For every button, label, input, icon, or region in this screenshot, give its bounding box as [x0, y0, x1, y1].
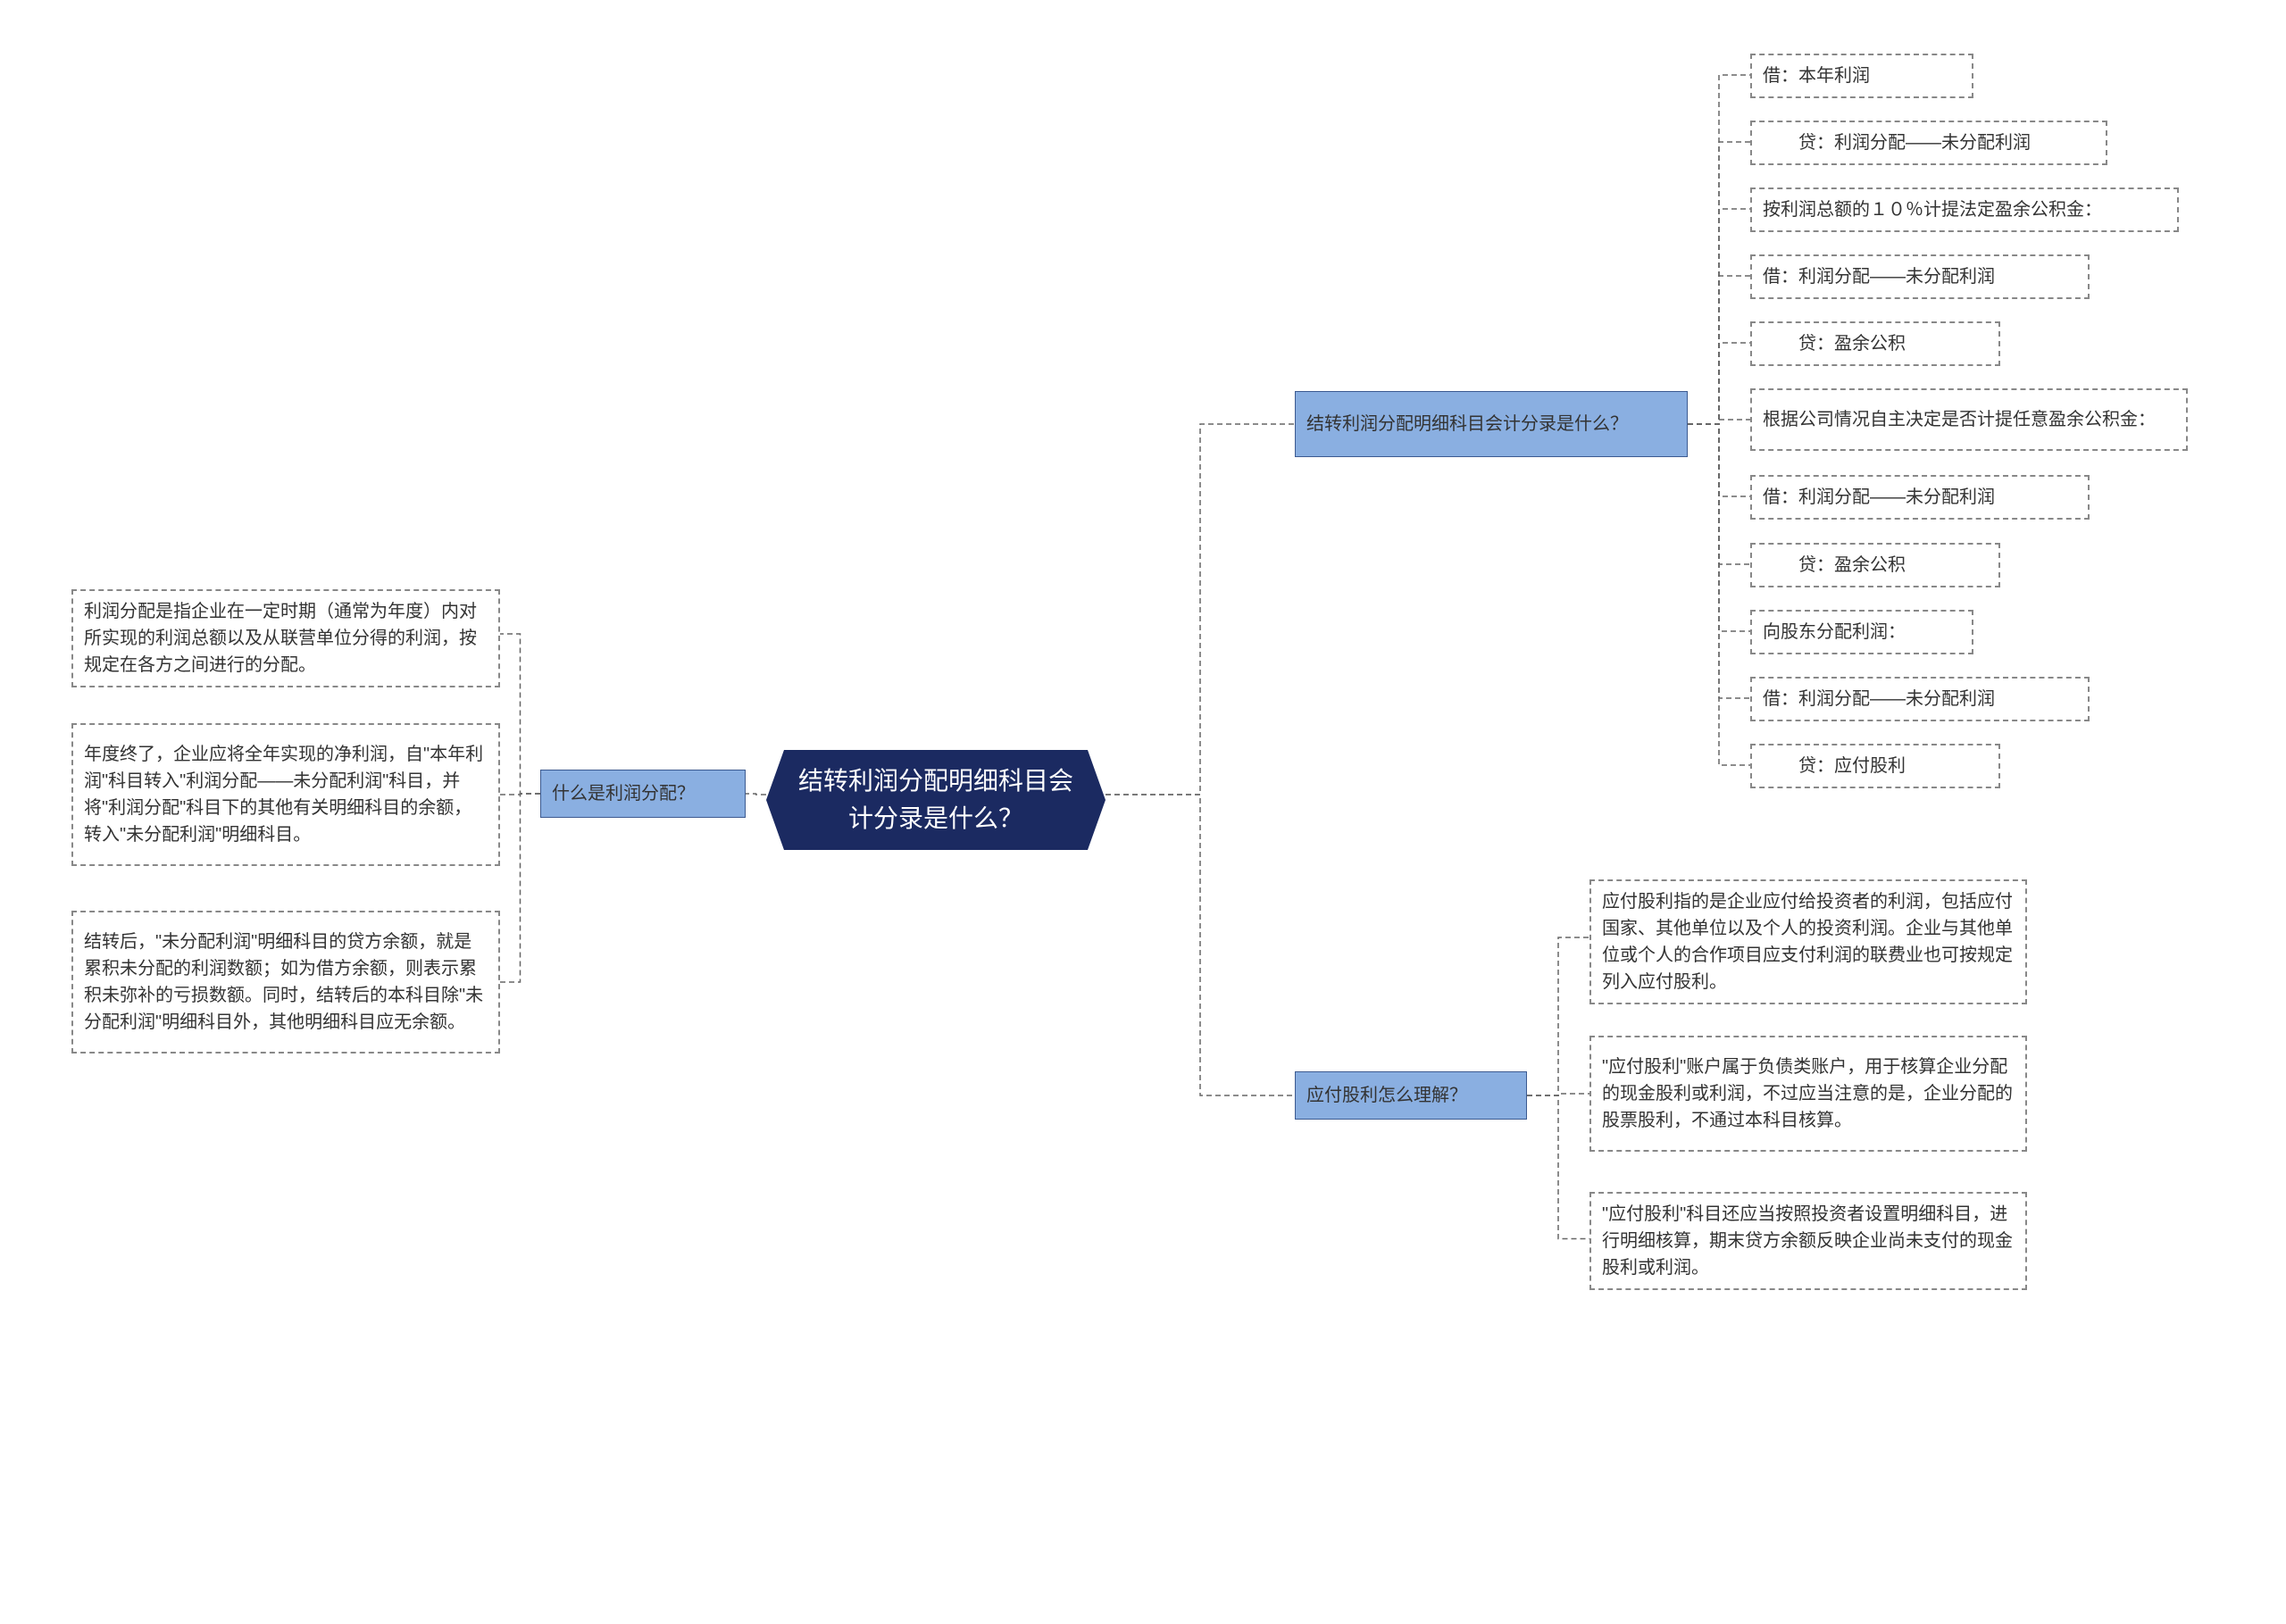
branch-node: 结转利润分配明细科目会计分录是什么？: [1295, 391, 1688, 457]
leaf-node: 贷：应付股利: [1750, 744, 2000, 788]
leaf-node: 贷：盈余公积: [1750, 543, 2000, 587]
branch-node: 什么是利润分配？: [540, 770, 746, 818]
leaf-node: 年度终了，企业应将全年实现的净利润，自"本年利润"科目转入"利润分配——未分配利…: [71, 723, 500, 866]
leaf-node: 根据公司情况自主决定是否计提任意盈余公积金：: [1750, 388, 2188, 451]
root-node: 结转利润分配明细科目会计分录是什么？: [766, 750, 1105, 850]
leaf-node: 结转后，"未分配利润"明细科目的贷方余额，就是累积未分配的利润数额；如为借方余额…: [71, 911, 500, 1054]
leaf-node: 借：利润分配——未分配利润: [1750, 254, 2090, 299]
leaf-node: 贷：盈余公积: [1750, 321, 2000, 366]
leaf-node: 借：利润分配——未分配利润: [1750, 475, 2090, 520]
leaf-node: 利润分配是指企业在一定时期（通常为年度）内对所实现的利润总额以及从联营单位分得的…: [71, 589, 500, 687]
leaf-node: 向股东分配利润：: [1750, 610, 1973, 654]
branch-node: 应付股利怎么理解？: [1295, 1071, 1527, 1120]
leaf-node: 按利润总额的１０％计提法定盈余公积金：: [1750, 187, 2179, 232]
leaf-node: "应付股利"账户属于负债类账户，用于核算企业分配的现金股利或利润，不过应当注意的…: [1589, 1036, 2027, 1152]
leaf-node: "应付股利"科目还应当按照投资者设置明细科目，进行明细核算，期末贷方余额反映企业…: [1589, 1192, 2027, 1290]
leaf-node: 借：本年利润: [1750, 54, 1973, 98]
leaf-node: 贷：利润分配——未分配利润: [1750, 121, 2107, 165]
leaf-node: 应付股利指的是企业应付给投资者的利润，包括应付国家、其他单位以及个人的投资利润。…: [1589, 879, 2027, 1004]
leaf-node: 借：利润分配——未分配利润: [1750, 677, 2090, 721]
